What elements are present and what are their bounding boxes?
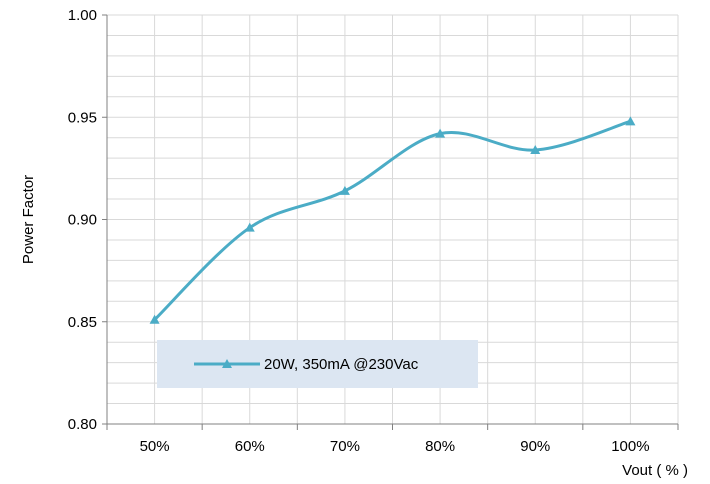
data-point-triangle	[244, 222, 255, 232]
x-tick-label: 70%	[330, 438, 360, 455]
y-tick-label: 1.00	[68, 7, 97, 24]
x-axis-title: Vout ( % )	[622, 462, 688, 479]
data-point-triangle	[435, 128, 446, 138]
legend: 20W, 350mA @230Vac	[157, 340, 478, 388]
x-tick-label: 80%	[425, 438, 455, 455]
y-tick-label: 0.90	[68, 212, 97, 229]
data-point-triangle	[149, 314, 160, 324]
legend-triangle-marker	[222, 359, 232, 368]
data-point-triangle	[625, 116, 636, 126]
x-tick-label: 100%	[611, 438, 649, 455]
x-tick-label: 90%	[520, 438, 550, 455]
series-line	[153, 119, 631, 321]
x-tick-label: 50%	[140, 438, 170, 455]
y-tick-label: 0.95	[68, 109, 97, 126]
data-point-triangle	[339, 185, 350, 195]
y-tick-label: 0.80	[68, 416, 97, 433]
axes	[102, 14, 679, 430]
y-axis-title: Power Factor	[20, 175, 37, 264]
legend-label: 20W, 350mA @230Vac	[264, 356, 419, 373]
y-tick-labels: 0.80 0.85 0.90 0.95 1.00	[68, 7, 97, 433]
data-point-triangle	[530, 144, 541, 154]
x-tick-label: 60%	[235, 438, 265, 455]
series-group	[149, 116, 636, 324]
x-tick-labels: 50% 60% 70% 80% 90% 100%	[140, 438, 650, 455]
y-tick-label: 0.85	[68, 314, 97, 331]
